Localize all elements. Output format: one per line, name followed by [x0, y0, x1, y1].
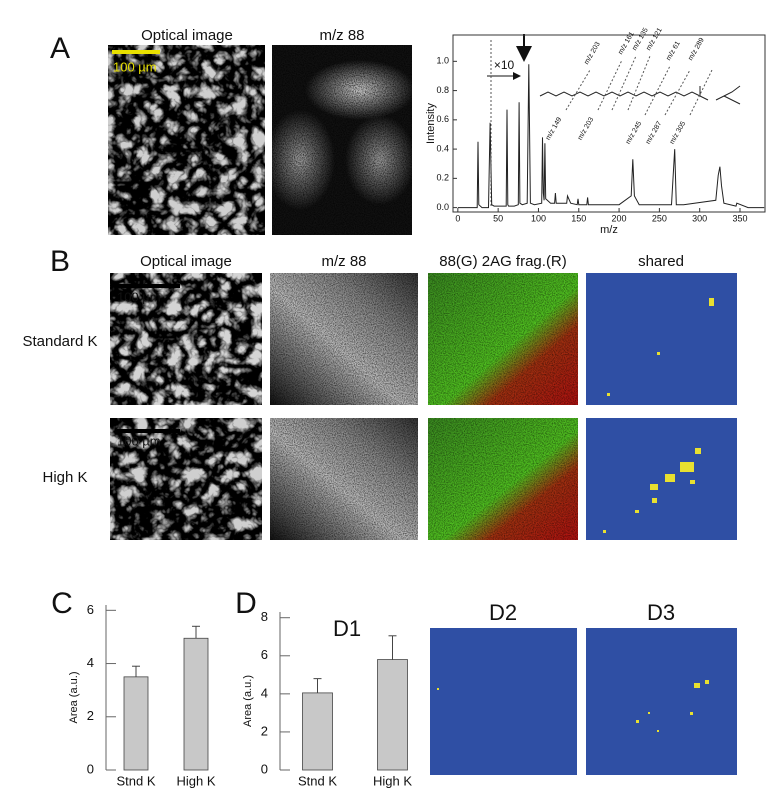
- x-tick-label: 0: [455, 213, 460, 223]
- x-tick-label: 200: [612, 213, 627, 223]
- spectrum-line: [457, 64, 765, 209]
- y-axis-label: Area (a.u.): [242, 675, 254, 727]
- x-tick-label: Stnd K: [116, 773, 155, 788]
- x-tick-label: High K: [373, 773, 412, 788]
- y-tick-label: 0.0: [436, 202, 449, 212]
- y-tick-label: 0.6: [436, 114, 449, 124]
- y-tick-label: 0.4: [436, 143, 449, 153]
- d2-image: [430, 628, 577, 775]
- structure-label: m/z 61: [665, 40, 682, 62]
- image-title: D2: [489, 600, 517, 625]
- y-tick-label: 4: [261, 685, 268, 700]
- image-title: Optical image: [141, 27, 233, 44]
- shared-image-b2: [586, 418, 737, 540]
- plot-frame: [452, 34, 766, 213]
- scale-label: 100 µm: [117, 289, 161, 304]
- structure-label: m/z 287: [645, 120, 664, 145]
- structure-label: m/z 203: [577, 116, 596, 141]
- y-tick-label: 0.8: [436, 85, 449, 95]
- annotation: ×10: [494, 58, 515, 72]
- scale-label: 100 µm: [113, 59, 157, 74]
- optical-image-b1: [110, 273, 262, 405]
- overlay-image-b1: [428, 273, 578, 405]
- optical-image-a: [108, 45, 265, 235]
- x-tick-label: Stnd K: [298, 773, 337, 788]
- x-tick-label: 50: [493, 213, 503, 223]
- y-tick-label: 2: [87, 708, 94, 723]
- y-tick-label: 6: [261, 647, 268, 662]
- panel-label: B: [50, 245, 70, 278]
- y-tick-label: 0: [87, 761, 94, 776]
- row-label: High K: [42, 469, 87, 486]
- structure-label: m/z 245: [625, 120, 644, 145]
- y-tick-label: 0: [261, 761, 268, 776]
- x-tick-label: 300: [692, 213, 707, 223]
- optical-image-b2: [110, 418, 262, 540]
- column-title: 88(G) 2AG frag.(R): [439, 253, 567, 270]
- shared-image-b1: [586, 273, 737, 405]
- y-tick-label: 0.2: [436, 173, 449, 183]
- bar: [377, 659, 408, 771]
- panel-label: A: [50, 32, 70, 65]
- x-tick-label: High K: [176, 773, 215, 788]
- x-axis-label: m/z: [600, 224, 618, 236]
- column-title: Optical image: [140, 253, 232, 270]
- column-title: shared: [638, 253, 684, 270]
- x-tick-label: 350: [732, 213, 747, 223]
- y-axis-label: Intensity: [425, 103, 437, 144]
- structure-label: m/z 203: [583, 41, 602, 66]
- mz88-image-b2: [270, 418, 418, 540]
- y-tick-label: 4: [87, 655, 94, 670]
- overlay-image-b2: [428, 418, 578, 540]
- molecule-structure: [539, 55, 741, 116]
- y-tick-label: 1.0: [436, 56, 449, 66]
- y-tick-label: 6: [87, 602, 94, 617]
- panel-label: C: [51, 587, 73, 620]
- structure-label: m/z 289: [687, 37, 706, 62]
- scale-label: 100 µm: [117, 433, 161, 448]
- x-tick-label: 100: [531, 213, 546, 223]
- chart-title: D1: [333, 616, 361, 641]
- image-title: D3: [647, 600, 675, 625]
- image-title: m/z 88: [319, 27, 364, 44]
- x-tick-label: 250: [652, 213, 667, 223]
- structure-label: m/z 149: [545, 116, 564, 141]
- bar: [302, 692, 333, 771]
- bar: [123, 676, 149, 771]
- y-axis-label: Area (a.u.): [68, 672, 80, 724]
- column-title: m/z 88: [321, 253, 366, 270]
- panel-label: D: [235, 587, 257, 620]
- row-label: Standard K: [22, 333, 97, 350]
- structure-label: m/z 305: [669, 120, 688, 145]
- bar: [183, 637, 209, 771]
- d3-image: [586, 628, 737, 775]
- mz88-image-a: [265, 45, 415, 235]
- y-tick-label: 8: [261, 609, 268, 624]
- y-tick-label: 2: [261, 723, 268, 738]
- mz88-image-b1: [270, 273, 418, 405]
- x-tick-label: 150: [571, 213, 586, 223]
